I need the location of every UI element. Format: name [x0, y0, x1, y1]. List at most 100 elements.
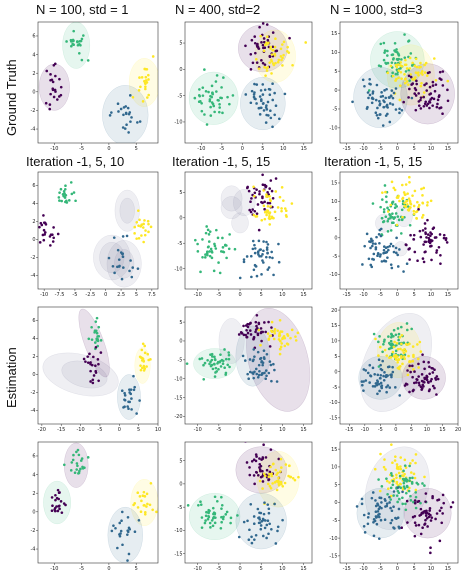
scatter-point: [412, 472, 416, 476]
scatter-point: [249, 254, 253, 258]
scatter-point: [384, 96, 388, 100]
panel-r4c2: -10 -5 0 5 10 15-15-10-505: [174, 441, 313, 572]
scatter-point: [441, 112, 444, 116]
scatter-point: [422, 243, 425, 246]
scatter-point: [375, 522, 379, 526]
scatter-point: [381, 124, 385, 127]
scatter-point: [245, 328, 248, 332]
scatter-point: [200, 101, 203, 105]
scatter-point: [50, 509, 54, 513]
scatter-point: [262, 512, 266, 516]
scatter-point: [382, 58, 386, 62]
scatter-point: [227, 353, 231, 357]
scatter-point: [424, 509, 428, 513]
y-tick-label: 0: [179, 482, 182, 488]
scatter-point: [376, 116, 380, 120]
scatter-point: [254, 470, 258, 474]
scatter-point: [403, 348, 406, 351]
gmm-ellipse: [114, 249, 135, 279]
scatter-point: [91, 381, 95, 385]
scatter-point: [45, 69, 49, 73]
scatter-point: [92, 374, 96, 377]
scatter-point: [270, 250, 273, 254]
scatter-point: [273, 113, 276, 117]
scatter-point: [385, 200, 388, 204]
scatter-point: [409, 370, 412, 374]
scatter-point: [419, 532, 423, 536]
scatter-point: [255, 188, 258, 191]
scatter-point: [277, 483, 281, 487]
scatter-point: [377, 358, 381, 362]
scatter-point: [253, 82, 256, 86]
scatter-point: [391, 365, 394, 369]
scatter-point: [133, 385, 136, 389]
scatter-point: [396, 253, 399, 257]
scatter-point: [252, 95, 256, 99]
scatter-point: [147, 230, 150, 234]
scatter-point: [408, 486, 411, 490]
scatter-point: [119, 532, 122, 535]
scatter-point: [268, 214, 271, 218]
scatter-point: [261, 363, 264, 367]
scatter-point: [408, 364, 411, 368]
scatter-point: [378, 255, 382, 258]
scatter-point: [262, 261, 265, 264]
scatter-point: [425, 378, 429, 382]
scatter-point: [404, 70, 408, 73]
scatter-point: [108, 114, 112, 117]
scatter-point: [369, 240, 372, 244]
scatter-point: [369, 374, 373, 378]
scatter-point: [271, 31, 275, 34]
scatter-point: [409, 52, 413, 55]
scatter-point: [283, 207, 287, 210]
scatter-point: [391, 350, 395, 354]
scatter-point: [79, 459, 83, 462]
scatter-point: [364, 379, 368, 382]
scatter-point: [252, 93, 256, 96]
scatter-point: [395, 205, 399, 208]
scatter-point: [48, 103, 52, 106]
scatter-point: [118, 521, 122, 525]
scatter-point: [366, 105, 369, 109]
scatter-point: [383, 51, 386, 54]
scatter-point: [375, 235, 378, 239]
scatter-point: [226, 95, 229, 99]
scatter-point: [449, 505, 453, 509]
scatter-point: [397, 342, 401, 345]
scatter-point: [396, 465, 399, 469]
scatter-point: [219, 359, 222, 363]
scatter-point: [362, 389, 365, 392]
scatter-point: [260, 373, 263, 376]
y-tick-label: -5: [333, 518, 338, 524]
scatter-point: [65, 40, 68, 43]
scatter-point: [208, 250, 211, 253]
scatter-point: [271, 98, 275, 102]
scatter-point: [408, 79, 411, 82]
scatter-point: [388, 213, 391, 216]
scatter-point: [385, 390, 388, 394]
x-tick-label: -5: [216, 566, 221, 572]
scatter-point: [89, 369, 92, 373]
scatter-point: [74, 199, 77, 203]
scatter-point: [370, 101, 374, 105]
scatter-point: [417, 203, 421, 207]
scatter-point: [400, 232, 403, 235]
scatter-point: [277, 476, 280, 480]
scatter-point: [379, 452, 382, 456]
scatter-point: [399, 67, 402, 70]
scatter-point: [205, 225, 208, 228]
y-tick-label: -5: [178, 241, 183, 247]
scatter-point: [405, 199, 409, 203]
scatter-point: [406, 485, 409, 489]
scatter-point: [223, 366, 226, 369]
x-tick-label: 10: [428, 566, 434, 572]
scatter-point: [388, 244, 391, 248]
x-tick-label: 5: [413, 292, 416, 298]
scatter-point: [263, 63, 267, 66]
scatter-point: [410, 482, 414, 485]
scatter-point: [386, 230, 390, 233]
gmm-ellipse: [119, 197, 135, 224]
scatter-point: [123, 398, 126, 401]
scatter-point: [263, 200, 266, 204]
